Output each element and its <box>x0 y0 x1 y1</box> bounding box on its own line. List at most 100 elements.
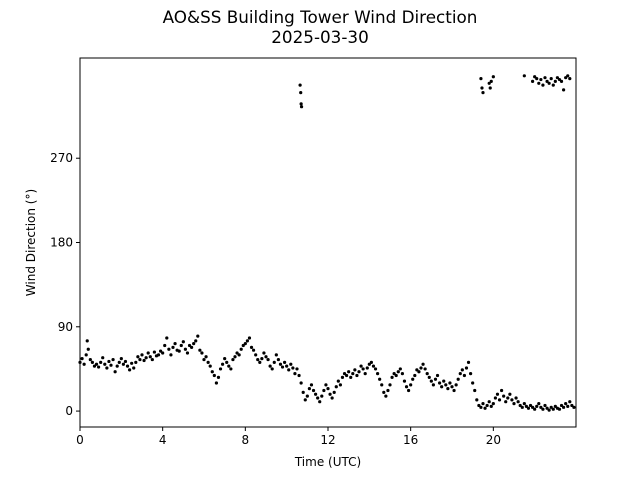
x-tick-label: 0 <box>76 433 84 447</box>
data-point <box>264 355 268 359</box>
data-point <box>185 351 190 355</box>
data-point <box>198 348 202 352</box>
data-point <box>243 342 247 346</box>
data-point <box>549 405 553 409</box>
data-point <box>227 364 231 368</box>
data-point <box>487 81 491 85</box>
data-point <box>369 360 373 364</box>
data-point <box>551 407 555 411</box>
data-point <box>117 360 121 364</box>
data-point <box>526 406 531 410</box>
data-point <box>388 383 392 387</box>
data-point <box>481 401 485 406</box>
data-point <box>512 401 516 406</box>
data-point <box>140 353 144 357</box>
data-point <box>291 366 295 370</box>
data-point <box>553 79 557 84</box>
y-tick-label: 90 <box>58 320 73 334</box>
data-point <box>268 364 272 368</box>
data-point <box>504 400 508 404</box>
data-point <box>450 385 454 389</box>
data-point <box>299 381 303 385</box>
data-point <box>128 368 132 372</box>
data-point <box>132 366 136 370</box>
data-point <box>514 396 518 400</box>
data-point <box>559 79 564 84</box>
data-points <box>78 74 576 412</box>
data-point <box>270 367 274 371</box>
data-point <box>301 390 305 394</box>
data-point <box>328 392 332 396</box>
data-point <box>303 398 307 402</box>
data-point <box>497 398 502 402</box>
data-point <box>382 390 386 394</box>
y-tick-label: 270 <box>50 151 73 165</box>
data-point <box>351 372 355 376</box>
data-point <box>109 363 113 367</box>
data-point <box>105 366 109 370</box>
data-point <box>283 360 287 364</box>
data-point <box>307 387 311 391</box>
data-point <box>322 388 326 393</box>
data-point <box>402 379 407 383</box>
data-point <box>400 372 404 376</box>
data-point <box>547 81 551 85</box>
data-point <box>398 367 402 371</box>
data-point <box>537 81 541 85</box>
data-point <box>392 372 396 376</box>
data-point <box>247 336 252 340</box>
data-point <box>562 88 566 92</box>
data-point <box>94 362 99 366</box>
data-point <box>289 362 293 366</box>
data-point <box>466 360 471 364</box>
data-point <box>562 405 566 409</box>
x-tick-label: 4 <box>159 433 167 447</box>
data-point <box>433 377 438 381</box>
data-point <box>541 83 545 87</box>
data-point <box>564 76 568 80</box>
data-point <box>146 351 150 355</box>
data-point <box>371 364 376 368</box>
data-point <box>274 353 278 357</box>
data-point <box>409 383 413 387</box>
data-point <box>471 381 475 385</box>
data-point <box>489 404 493 408</box>
data-point <box>330 396 334 400</box>
data-point <box>349 375 353 379</box>
data-point <box>541 407 545 411</box>
data-point <box>531 79 535 84</box>
y-tick-label: 0 <box>65 404 73 418</box>
data-point <box>107 359 111 364</box>
data-point <box>194 339 198 343</box>
data-point <box>241 343 245 348</box>
data-point <box>510 398 514 402</box>
x-tick-label: 12 <box>320 433 335 447</box>
data-point <box>345 373 349 378</box>
data-point <box>210 370 214 374</box>
data-point <box>500 388 504 393</box>
data-point <box>262 351 266 355</box>
data-point <box>134 360 138 364</box>
data-point <box>531 405 535 409</box>
data-point <box>440 385 444 389</box>
data-point <box>252 348 256 352</box>
data-point <box>119 357 123 361</box>
data-point <box>539 405 543 409</box>
data-point <box>553 404 557 408</box>
data-point <box>86 347 90 351</box>
data-point <box>367 362 371 366</box>
data-point <box>545 406 549 410</box>
data-point <box>539 77 543 82</box>
data-point <box>568 77 572 81</box>
data-point <box>518 403 522 408</box>
data-point <box>192 342 196 346</box>
data-point <box>473 388 477 393</box>
data-point <box>407 388 411 393</box>
data-point <box>342 372 347 376</box>
data-point <box>543 403 547 408</box>
data-point <box>237 353 241 357</box>
data-point <box>487 400 491 404</box>
axis-ticks: 0 4 8 12 16 20 0 90 180 270 <box>50 151 501 447</box>
data-point <box>80 357 84 361</box>
data-point <box>543 76 547 80</box>
